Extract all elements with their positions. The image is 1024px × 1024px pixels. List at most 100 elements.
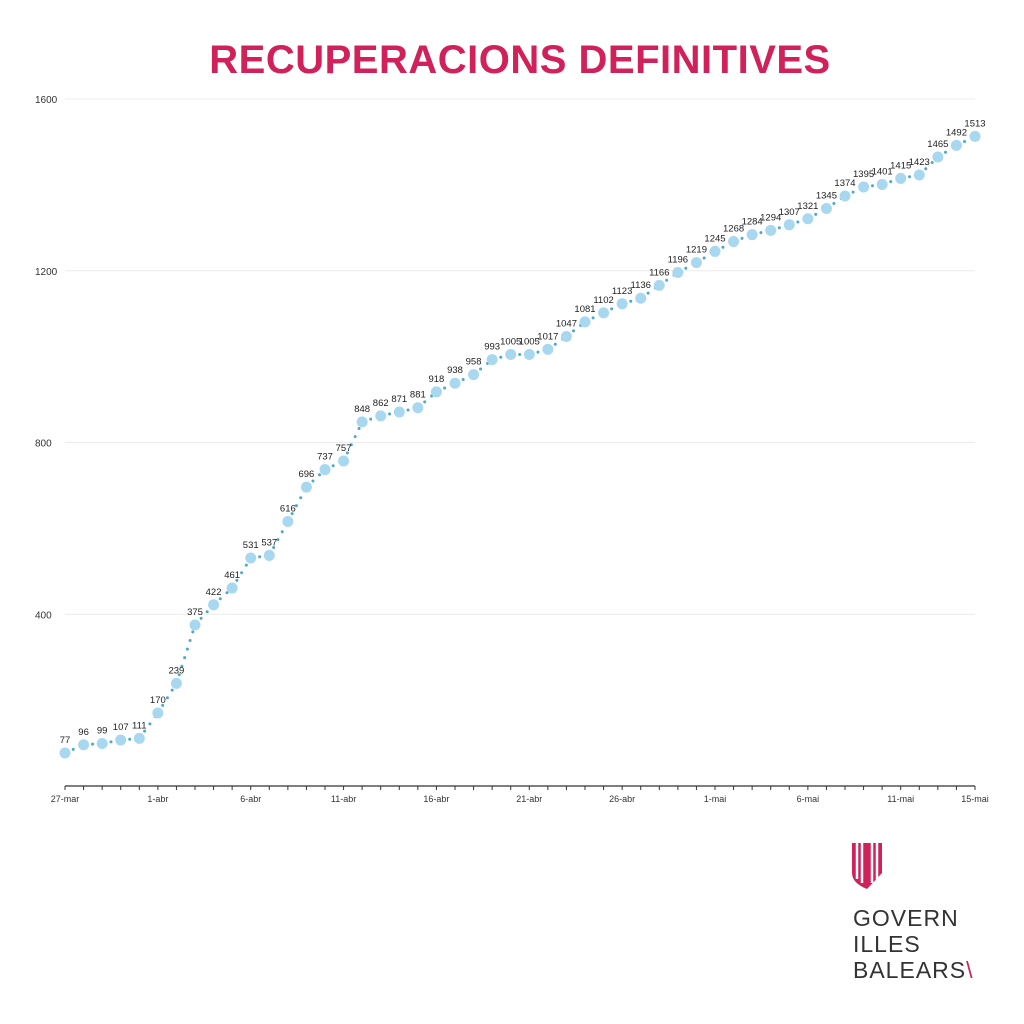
data-label: 918 (428, 374, 444, 385)
data-point (765, 224, 777, 236)
y-tick-label: 400 (35, 610, 52, 621)
data-point (393, 406, 405, 418)
data-point (802, 213, 814, 225)
connector-dots (174, 623, 197, 685)
connector-dots (899, 173, 921, 180)
connector-dots (249, 553, 271, 560)
data-point (338, 455, 350, 467)
data-point (59, 747, 71, 759)
data-label: 1465 (927, 139, 948, 150)
data-point (653, 279, 665, 291)
x-tick-label: 26-abr (609, 794, 635, 804)
connector-dots (230, 556, 253, 590)
data-label: 1284 (742, 217, 763, 228)
data-point (300, 481, 312, 493)
data-label: 757 (336, 443, 352, 454)
data-label: 1395 (853, 169, 874, 180)
x-tick-label: 27-mar (51, 794, 80, 804)
data-label: 461 (224, 570, 240, 581)
data-point (78, 739, 90, 751)
x-tick-label: 15-mai (961, 794, 989, 804)
data-point (895, 172, 907, 184)
data-point (170, 677, 182, 689)
data-point (635, 292, 647, 304)
data-point (245, 552, 257, 564)
data-point (728, 236, 740, 248)
data-point (598, 307, 610, 319)
data-label: 1005 (519, 336, 540, 347)
connector-dots (787, 217, 810, 227)
logo-line: ILLES (853, 931, 921, 957)
data-point (523, 348, 535, 360)
data-label: 1102 (593, 295, 613, 306)
data-label: 1401 (872, 166, 893, 177)
logo-line: GOVERN (853, 905, 959, 931)
chart-title: RECUPERACIONS DEFINITIVES (209, 38, 831, 82)
data-point (356, 416, 368, 428)
data-point (412, 402, 424, 414)
data-point (950, 139, 962, 151)
connector-dots (620, 296, 643, 306)
data-point (579, 316, 591, 328)
data-label: 1307 (779, 207, 800, 218)
connector-dots (880, 176, 903, 186)
data-label: 1415 (890, 160, 911, 171)
data-point (319, 464, 331, 476)
data-label: 616 (280, 504, 296, 515)
data-label: 1166 (649, 267, 669, 278)
logo-line: BALEARS\ (853, 957, 974, 983)
data-label: 881 (410, 390, 426, 401)
data-point (133, 732, 145, 744)
data-label: 1219 (686, 245, 707, 256)
x-tick-label: 11-abr (331, 794, 356, 804)
data-label: 1268 (723, 224, 744, 235)
data-label: 871 (391, 394, 407, 405)
data-label: 111 (132, 720, 146, 731)
data-label: 1245 (704, 233, 725, 244)
data-label: 696 (298, 469, 314, 480)
x-tick-label: 6-abr (240, 794, 261, 804)
connector-dots (527, 347, 550, 356)
data-point (839, 190, 851, 202)
data-point (672, 266, 684, 278)
data-point (542, 343, 554, 355)
data-label: 958 (466, 357, 482, 368)
data-label: 1513 (964, 118, 985, 129)
data-point (616, 298, 628, 310)
data-label: 77 (60, 735, 71, 746)
data-label: 1081 (574, 304, 595, 315)
connector-dots (862, 182, 884, 189)
connector-dots (100, 738, 123, 745)
data-point (468, 369, 480, 381)
data-point (263, 549, 275, 561)
data-label: 537 (261, 537, 277, 548)
data-point (486, 354, 498, 366)
data-point (690, 257, 702, 269)
data-point (505, 348, 517, 360)
data-point (932, 151, 944, 163)
x-tick-label: 1-mai (704, 794, 727, 804)
x-tick-label: 6-mai (797, 794, 820, 804)
data-point (115, 734, 127, 746)
data-label: 737 (317, 452, 333, 463)
data-label: 848 (354, 404, 370, 415)
data-label: 422 (206, 587, 222, 598)
connector-dots (156, 681, 178, 715)
data-label: 1196 (668, 254, 688, 265)
connector-dots (267, 520, 290, 557)
data-point (375, 410, 387, 422)
data-label: 1374 (834, 178, 855, 189)
connector-dots (750, 228, 773, 237)
data-point (969, 130, 981, 142)
data-label: 1492 (946, 127, 967, 138)
data-label: 993 (484, 342, 500, 353)
data-label: 1005 (500, 336, 521, 347)
connector-dots (342, 420, 364, 463)
data-label: 1294 (760, 212, 781, 223)
data-label: 1047 (556, 318, 577, 329)
data-point (282, 516, 294, 528)
data-label: 1321 (797, 201, 818, 212)
data-point (152, 707, 164, 719)
data-point (746, 229, 758, 241)
